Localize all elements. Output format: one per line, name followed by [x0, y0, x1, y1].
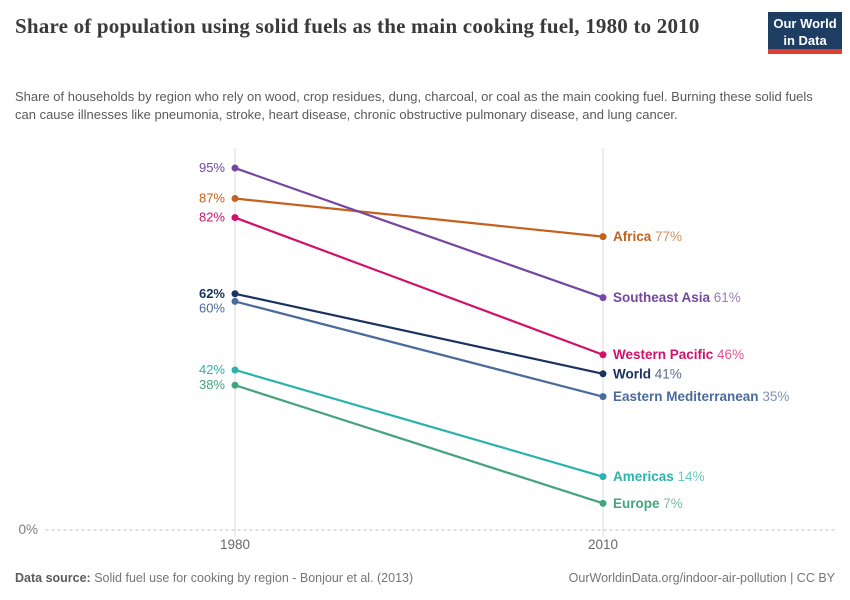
chart-subtitle: Share of households by region who rely o… [15, 89, 813, 123]
y-zero-label: 0% [18, 522, 38, 537]
chart-footer: Data source: Solid fuel use for cooking … [15, 571, 835, 585]
series-line-western-pacific[interactable] [234, 216, 604, 356]
series-dot-start-americas[interactable] [231, 366, 239, 374]
data-source-text: Solid fuel use for cooking by region - B… [94, 571, 414, 585]
series-dot-start-africa[interactable] [231, 195, 239, 203]
end-label-eastern-mediterranean[interactable]: Eastern Mediterranean 35% [613, 389, 789, 404]
series-dot-start-europe[interactable] [231, 381, 239, 389]
start-value-label-europe: 38% [199, 377, 225, 392]
end-label-western-pacific[interactable]: Western Pacific 46% [613, 347, 744, 362]
data-source-label: Data source: [15, 571, 91, 585]
series-dot-start-eastern-mediterranean[interactable] [231, 297, 239, 305]
data-source: Data source: Solid fuel use for cooking … [15, 571, 413, 585]
series-dot-end-southeast-asia[interactable] [599, 294, 607, 302]
series-line-southeast-asia[interactable] [234, 167, 604, 299]
page-title: Share of population using solid fuels as… [15, 14, 700, 38]
x-tick-label: 2010 [588, 537, 618, 552]
chart-area: 1980 2010 0% 87% Africa 77% 95% Southeast Asia… [0, 138, 850, 566]
owid-logo-line2: in Data [783, 32, 827, 48]
owid-logo[interactable]: Our World in Data [768, 12, 842, 54]
series-line-americas[interactable] [234, 368, 604, 478]
start-value-label-eastern-mediterranean: 60% [199, 300, 225, 315]
series-line-eastern-mediterranean[interactable] [234, 300, 604, 398]
series-dot-end-africa[interactable] [599, 233, 607, 241]
start-value-label-africa: 87% [199, 191, 225, 206]
x-tick-label: 1980 [220, 537, 250, 552]
series-line-europe[interactable] [234, 384, 604, 505]
owid-logo-line1: Our World [773, 16, 837, 31]
series-line-africa[interactable] [234, 197, 604, 238]
end-label-europe[interactable]: Europe 7% [613, 496, 683, 511]
series-dot-end-world[interactable] [599, 370, 607, 378]
series-line-world[interactable] [234, 292, 604, 375]
series-dot-start-western-pacific[interactable] [231, 214, 239, 222]
slope-chart[interactable]: 1980 2010 0% 87% Africa 77% 95% Southeast Asia… [0, 138, 850, 566]
end-label-world[interactable]: World 41% [613, 366, 682, 381]
series-dot-end-europe[interactable] [599, 499, 607, 507]
start-value-label-southeast-asia: 95% [199, 160, 225, 175]
attribution-link[interactable]: OurWorldinData.org/indoor-air-pollution … [568, 571, 835, 585]
series-dot-end-eastern-mediterranean[interactable] [599, 393, 607, 401]
start-value-label-world: 62% [199, 286, 225, 301]
end-label-africa[interactable]: Africa 77% [613, 229, 682, 244]
series-dot-start-southeast-asia[interactable] [231, 164, 239, 172]
series-dot-end-western-pacific[interactable] [599, 351, 607, 359]
end-label-southeast-asia[interactable]: Southeast Asia 61% [613, 290, 741, 305]
start-value-label-americas: 42% [199, 362, 225, 377]
series-dot-start-world[interactable] [231, 290, 239, 298]
start-value-label-western-pacific: 82% [199, 210, 225, 225]
series-dot-end-americas[interactable] [599, 473, 607, 481]
end-label-americas[interactable]: Americas 14% [613, 469, 705, 484]
